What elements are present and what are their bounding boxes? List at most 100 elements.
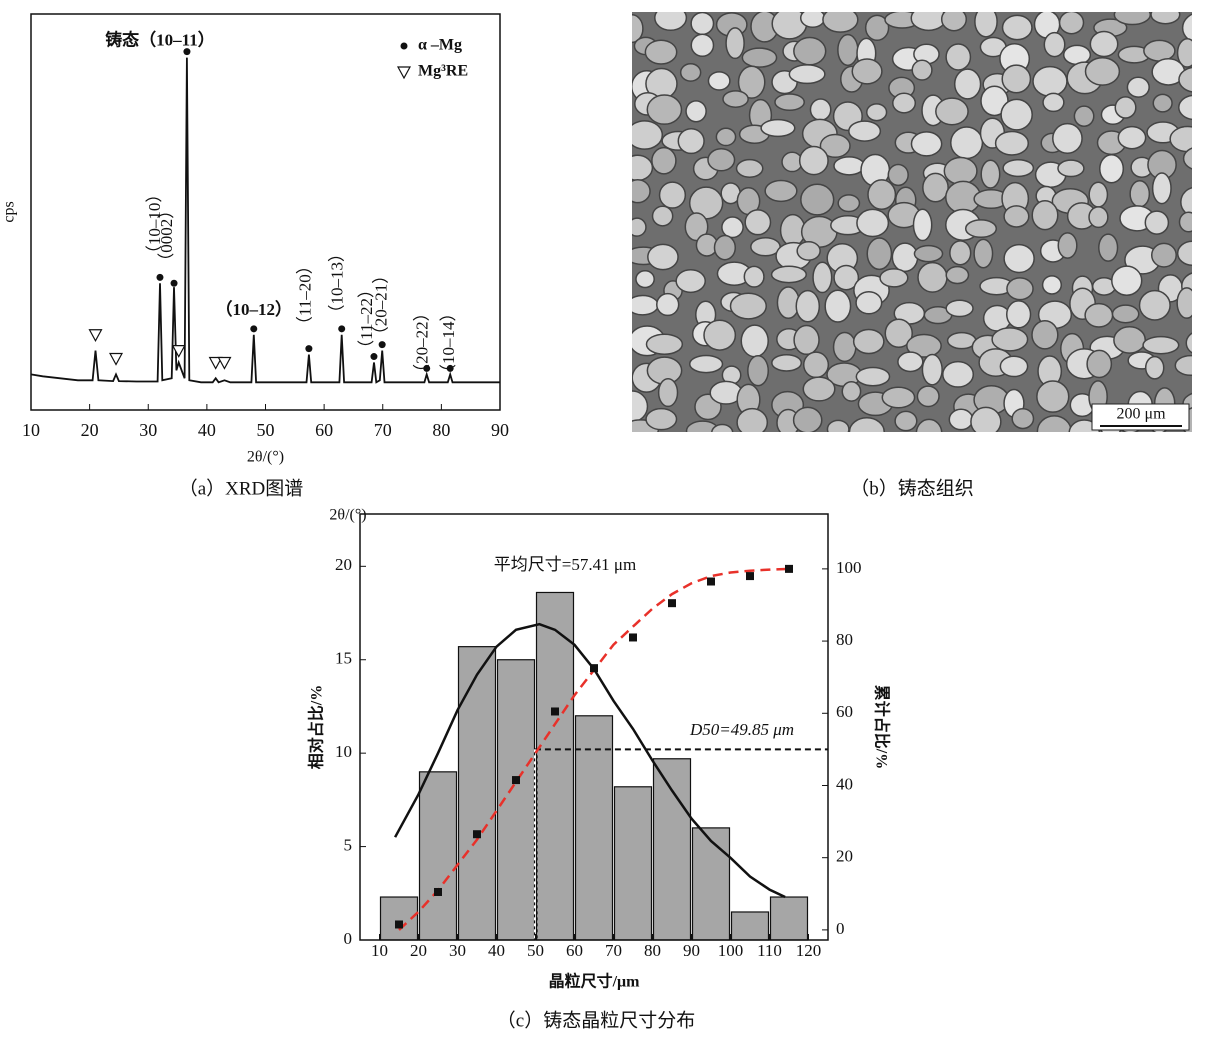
grain: [1114, 96, 1137, 119]
grain: [953, 68, 982, 100]
grain: [647, 243, 679, 271]
grain: [1036, 380, 1070, 413]
grain: [725, 27, 745, 60]
grain: [1098, 233, 1119, 262]
grain: [1176, 287, 1192, 319]
grain: [1011, 407, 1035, 430]
grain: [1117, 125, 1147, 150]
grain: [912, 208, 933, 242]
cumulative-point: [512, 776, 520, 785]
peak-label: （10–12）: [216, 299, 293, 319]
x-tick-label: 20: [81, 420, 99, 440]
grain: [824, 289, 852, 323]
grain: [657, 377, 679, 408]
grain: [722, 90, 749, 108]
grain: [1144, 355, 1165, 380]
grain: [1178, 94, 1192, 121]
x-tick-label: 90: [683, 941, 700, 960]
grain: [1180, 187, 1192, 218]
grain: [864, 14, 890, 42]
grain: [703, 319, 737, 351]
x-tick-label: 50: [527, 941, 544, 960]
grain: [1099, 154, 1125, 184]
grain: [707, 148, 736, 172]
grain: [802, 351, 830, 379]
grain: [646, 94, 683, 125]
x-axis-label: 2θ/(°): [247, 449, 284, 466]
y-axis-label: 相对占比/%: [307, 685, 326, 769]
grain: [1031, 319, 1059, 350]
grain: [632, 294, 659, 316]
cumulative-point: [551, 707, 559, 716]
bar: [457, 646, 497, 941]
grain: [949, 240, 972, 266]
grain: [798, 145, 829, 176]
grain: [721, 216, 744, 239]
mean-label: 平均尺寸=57.41 μm: [494, 555, 636, 574]
grain: [1005, 300, 1032, 329]
legend-label: Mg³RE: [418, 63, 468, 80]
grain: [1113, 12, 1152, 26]
y2-tick-label: 40: [836, 774, 853, 793]
cumulative-point: [746, 572, 754, 581]
grain: [632, 120, 664, 150]
grain: [632, 13, 644, 44]
grain: [1182, 147, 1192, 170]
peak-label: （11–22）: [357, 281, 376, 357]
grain: [793, 36, 827, 66]
grain: [851, 58, 883, 85]
grain: [943, 156, 978, 186]
grain: [760, 118, 796, 138]
grain: [685, 100, 707, 123]
grain: [935, 97, 969, 126]
peak-marker: [305, 345, 313, 353]
grain: [1111, 265, 1143, 296]
peak-marker: [217, 356, 232, 370]
grain: [892, 92, 917, 114]
bar: [535, 591, 575, 941]
grain: [837, 194, 861, 213]
d50-label: D50=49.85 μm: [689, 720, 794, 739]
grain: [741, 47, 778, 68]
grain: [887, 163, 909, 187]
xrd-line: [30, 57, 500, 384]
grain: [771, 12, 808, 40]
y-tick-label: 10: [335, 742, 352, 761]
peak-label: 铸态（10–11）: [105, 30, 215, 50]
grain: [970, 406, 1002, 432]
grain: [800, 183, 835, 216]
x-tick-label: 30: [139, 420, 157, 440]
grain: [1057, 159, 1085, 178]
grain: [980, 85, 1009, 117]
grain: [635, 270, 655, 289]
x-tick-label: 80: [644, 941, 661, 960]
y2-tick-label: 60: [836, 702, 853, 721]
x-tick-label: 20: [410, 941, 427, 960]
grain: [654, 12, 688, 32]
cumulative-point: [395, 920, 403, 929]
grain: [747, 355, 770, 387]
grain: [911, 59, 933, 81]
peak-marker: [250, 325, 258, 333]
peak-label: （20–21）: [372, 267, 391, 344]
grain: [1150, 12, 1181, 25]
grain: [651, 205, 674, 227]
grain: [632, 390, 649, 423]
grain: [645, 333, 684, 355]
bar: [418, 771, 458, 941]
peak-marker: [170, 279, 178, 287]
grain: [675, 268, 706, 294]
grain: [1058, 12, 1085, 35]
grain: [1088, 181, 1109, 208]
x-axis-label: 晶粒尺寸/μm: [549, 972, 641, 991]
x-tick-label: 60: [566, 941, 583, 960]
grain: [715, 127, 737, 147]
peak-marker: [446, 364, 454, 372]
x-tick-label: 40: [488, 941, 505, 960]
grain: [973, 238, 994, 269]
caption: （a）XRD图谱: [179, 477, 304, 499]
x-tick-label: 10: [22, 420, 40, 440]
cumulative-point: [590, 664, 598, 673]
grain: [865, 103, 888, 122]
caption: （b）铸态组织: [850, 477, 974, 499]
